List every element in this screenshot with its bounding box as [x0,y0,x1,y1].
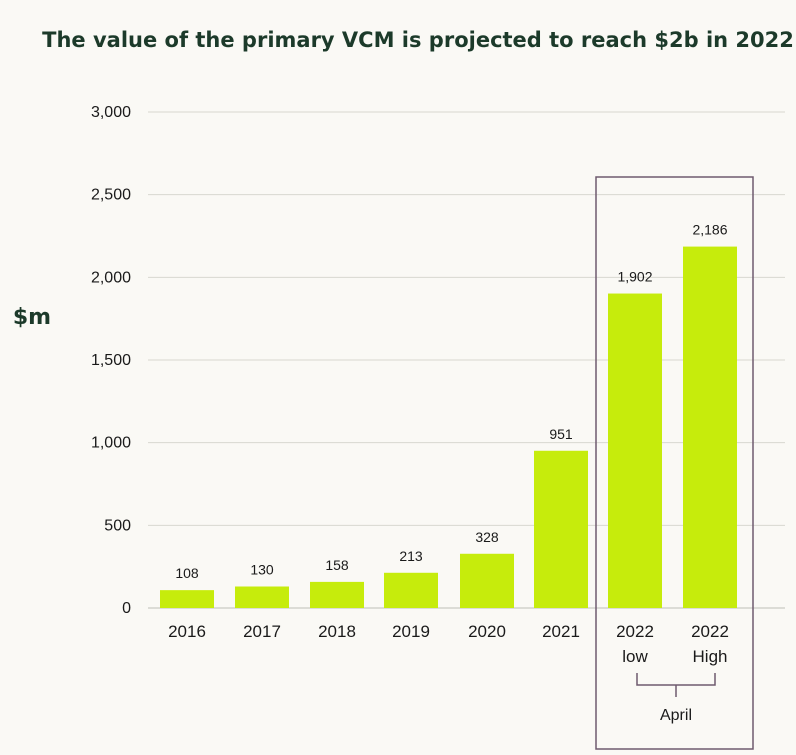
value-label: 158 [325,557,349,573]
bar [460,553,514,608]
y-axis-label: $m [13,305,51,330]
y-tick-label: 1,000 [91,435,131,452]
category-label: 2019 [392,622,430,641]
bar [310,581,364,608]
highlight-box [595,176,754,750]
y-axis-ticks: 0 500 1,000 1,500 2,000 2,500 3,000 [91,104,131,617]
y-tick-label: 0 [122,600,131,617]
category-label: 2022 [616,622,654,641]
category-sublabel: High [693,647,728,666]
category-label: 2018 [318,622,356,641]
category-label: 2017 [243,622,281,641]
category-labels: 2016 2017 2018 2019 2020 2021 2022 low 2022 High [168,622,729,666]
bar [160,590,214,608]
bar [235,586,289,608]
highlight-bracket [636,673,716,697]
highlight-note: April [660,707,692,724]
bar [608,293,662,608]
y-tick-label: 1,500 [91,352,131,369]
bar [384,572,438,608]
bar [683,246,737,608]
category-sublabel: low [622,647,648,666]
value-label: 1,902 [617,269,652,285]
value-labels: 108 130 158 213 328 951 1,902 2,186 [175,222,727,582]
value-label: 951 [549,426,573,442]
value-label: 213 [399,548,423,564]
value-label: 108 [175,565,199,581]
y-tick-label: 500 [104,517,131,534]
category-label: 2022 [691,622,729,641]
value-label: 130 [250,562,274,578]
category-label: 2016 [168,622,206,641]
category-label: 2021 [542,622,580,641]
chart-title: The value of the primary VCM is projecte… [42,28,794,52]
highlight-group: April [595,176,754,750]
y-tick-label: 3,000 [91,104,131,121]
bars [160,246,737,608]
y-tick-label: 2,500 [91,187,131,204]
category-label: 2020 [468,622,506,641]
value-label: 2,186 [692,222,727,238]
value-label: 328 [475,529,499,545]
bar [534,450,588,608]
gridlines [148,111,785,609]
y-tick-label: 2,000 [91,269,131,286]
